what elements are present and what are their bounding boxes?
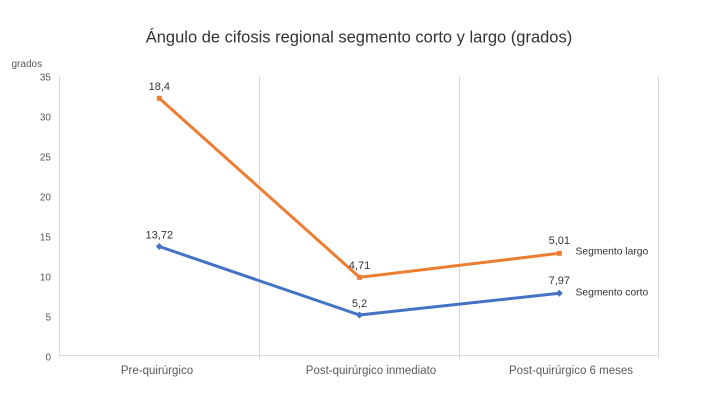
svg-text:10: 10: [40, 273, 52, 284]
svg-text:grados: grados: [12, 59, 43, 70]
svg-text:20: 20: [40, 193, 52, 204]
svg-text:30: 30: [40, 113, 52, 124]
svg-text:7,97: 7,97: [549, 275, 570, 287]
svg-text:Ángulo de cifosis regional seg: Ángulo de cifosis regional segmento cort…: [146, 27, 572, 46]
svg-text:Segmento largo: Segmento largo: [576, 247, 649, 258]
svg-text:Segmento corto: Segmento corto: [576, 288, 649, 299]
svg-text:Post-quirúrgico 6 meses: Post-quirúrgico 6 meses: [509, 365, 633, 377]
svg-text:35: 35: [40, 73, 52, 84]
svg-text:18,4: 18,4: [149, 81, 170, 93]
svg-text:5,2: 5,2: [352, 298, 367, 310]
svg-text:4,71: 4,71: [349, 260, 370, 272]
svg-text:5: 5: [45, 313, 51, 324]
svg-text:5,01: 5,01: [549, 235, 570, 247]
svg-text:15: 15: [40, 233, 52, 244]
svg-text:Pre-quirúrgico: Pre-quirúrgico: [121, 365, 193, 377]
svg-text:25: 25: [40, 153, 52, 164]
svg-text:Post-quirúrgico inmediato: Post-quirúrgico inmediato: [306, 365, 436, 377]
svg-text:0: 0: [45, 353, 51, 364]
svg-text:13,72: 13,72: [146, 230, 174, 242]
